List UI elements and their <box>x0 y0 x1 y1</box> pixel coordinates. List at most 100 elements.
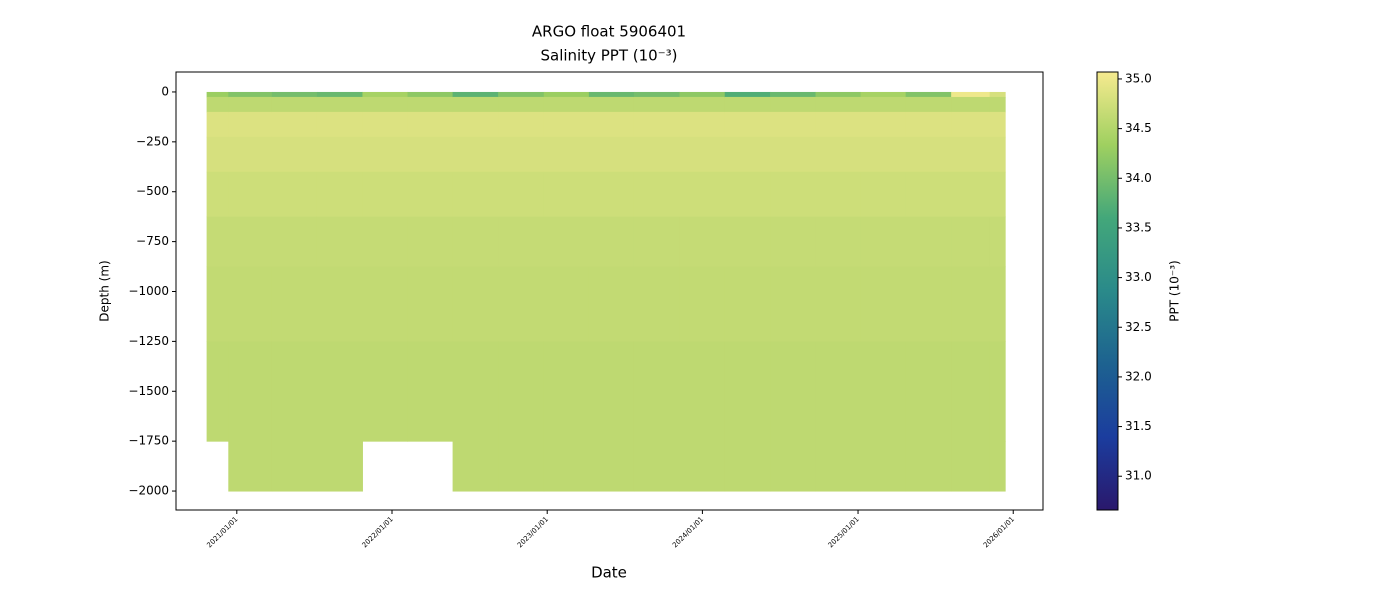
heatmap-cell <box>452 216 499 268</box>
colorbar-tick-label: 33.0 <box>1125 270 1152 284</box>
y-tick-label: 0 <box>161 84 169 98</box>
heatmap-cell <box>498 216 545 268</box>
heatmap-cell <box>543 96 590 113</box>
heatmap-cell <box>316 441 363 492</box>
heatmap-cell <box>989 111 1006 138</box>
heatmap-cell <box>860 441 907 492</box>
heatmap-cell <box>860 136 907 173</box>
y-tick-label: −1000 <box>128 284 169 298</box>
heatmap-cell <box>316 136 363 173</box>
heatmap-cell <box>588 111 635 138</box>
heatmap-cell <box>633 111 680 138</box>
heatmap-cell <box>271 171 318 218</box>
heatmap-cell <box>316 266 363 342</box>
heatmap-cell <box>951 171 991 218</box>
heatmap-cell <box>815 111 862 138</box>
heatmap-cell <box>362 266 409 342</box>
heatmap-cell <box>588 96 635 113</box>
y-tick-label: −250 <box>136 134 169 148</box>
heatmap-cell <box>679 96 726 113</box>
heatmap-cell <box>362 216 409 268</box>
heatmap-cell <box>679 171 726 218</box>
heatmap-cell <box>633 171 680 218</box>
heatmap-cell <box>588 341 635 442</box>
heatmap-cell <box>815 441 862 492</box>
heatmap-cell <box>951 341 991 442</box>
heatmap-cell <box>452 91 499 98</box>
heatmap-cell <box>860 341 907 442</box>
heatmap-cell <box>633 91 680 98</box>
colorbar-tick-label: 32.5 <box>1125 320 1152 334</box>
heatmap-cell <box>770 171 817 218</box>
heatmap-cell <box>951 266 991 342</box>
heatmap-cell <box>679 111 726 138</box>
heatmap-cell <box>206 136 229 173</box>
heatmap-cell <box>407 91 454 98</box>
colorbar-tick-label: 31.5 <box>1125 419 1152 433</box>
heatmap-cell <box>362 111 409 138</box>
heatmap-cell <box>498 441 545 492</box>
heatmap-cell <box>407 341 454 442</box>
colorbar-tick-label: 33.5 <box>1125 220 1152 234</box>
chart-subtitle: Salinity PPT (10⁻³) <box>541 47 678 65</box>
heatmap-cell <box>228 441 273 492</box>
heatmap <box>206 91 1006 492</box>
heatmap-cell <box>770 216 817 268</box>
heatmap-cell <box>770 266 817 342</box>
heatmap-cell <box>770 96 817 113</box>
heatmap-cell <box>724 216 771 268</box>
heatmap-cell <box>905 136 952 173</box>
heatmap-cell <box>316 171 363 218</box>
heatmap-cell <box>588 441 635 492</box>
heatmap-cell <box>860 96 907 113</box>
heatmap-cell <box>989 171 1006 218</box>
x-tick-label: 2025/01/01 <box>827 515 861 549</box>
heatmap-cell <box>452 136 499 173</box>
heatmap-cell <box>228 171 273 218</box>
heatmap-cell <box>679 266 726 342</box>
heatmap-cell <box>679 341 726 442</box>
heatmap-cell <box>860 91 907 98</box>
heatmap-cell <box>206 266 229 342</box>
heatmap-cell <box>452 441 499 492</box>
heatmap-cell <box>271 91 318 98</box>
heatmap-cell <box>228 341 273 442</box>
heatmap-cell <box>228 96 273 113</box>
heatmap-cell <box>951 136 991 173</box>
heatmap-cell <box>498 96 545 113</box>
heatmap-cell <box>407 111 454 138</box>
heatmap-cell <box>770 111 817 138</box>
heatmap-cell <box>452 111 499 138</box>
y-tick-label: −2000 <box>128 484 169 498</box>
heatmap-cell <box>407 216 454 268</box>
heatmap-cell <box>228 91 273 98</box>
y-axis-label: Depth (m) <box>98 260 112 321</box>
x-tick-label: 2021/01/01 <box>205 515 239 549</box>
heatmap-cell <box>724 341 771 442</box>
heatmap-cell <box>362 91 409 98</box>
x-tick-label: 2024/01/01 <box>671 515 705 549</box>
heatmap-cell <box>316 216 363 268</box>
heatmap-cell <box>452 171 499 218</box>
heatmap-cell <box>588 91 635 98</box>
heatmap-cell <box>228 216 273 268</box>
heatmap-cell <box>452 341 499 442</box>
heatmap-cell <box>228 111 273 138</box>
heatmap-cell <box>724 91 771 98</box>
y-tick-label: −1500 <box>128 384 169 398</box>
heatmap-cell <box>316 91 363 98</box>
colorbar-tick-label: 32.0 <box>1125 369 1152 383</box>
heatmap-cell <box>989 266 1006 342</box>
heatmap-cell <box>905 441 952 492</box>
heatmap-cell <box>588 136 635 173</box>
heatmap-cell <box>951 441 991 492</box>
heatmap-cell <box>724 111 771 138</box>
x-axis-label: Date <box>591 564 627 582</box>
heatmap-cell <box>362 96 409 113</box>
colorbar-tick-label: 31.0 <box>1125 469 1152 483</box>
heatmap-cell <box>679 216 726 268</box>
heatmap-cell <box>543 441 590 492</box>
heatmap-cell <box>271 266 318 342</box>
heatmap-cell <box>815 341 862 442</box>
heatmap-cell <box>860 216 907 268</box>
